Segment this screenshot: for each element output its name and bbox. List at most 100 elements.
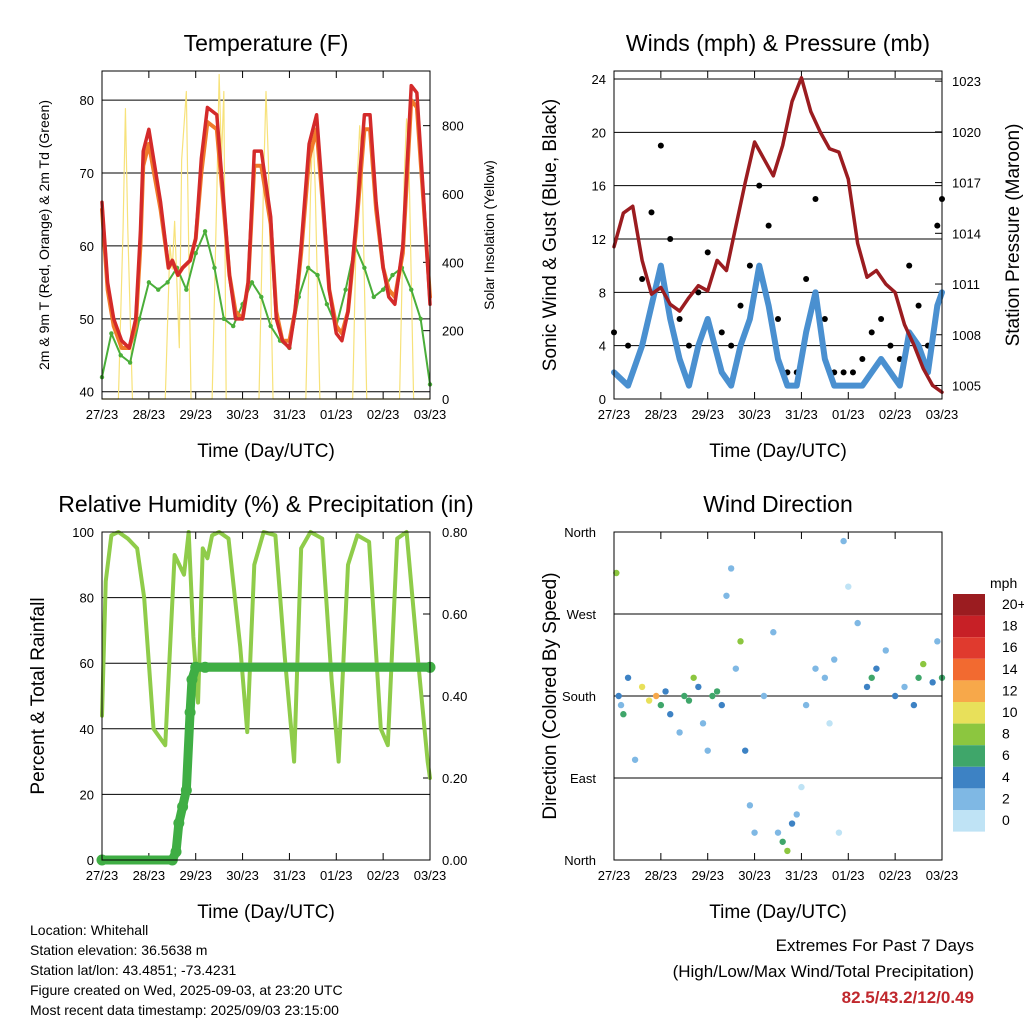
station-latlon: Station lat/lon: 43.4851; -73.4231 xyxy=(30,962,237,978)
direction-point xyxy=(652,692,660,700)
dewpoint-point xyxy=(249,280,255,285)
legend-label: 8 xyxy=(1002,726,1010,742)
y-tick-label: 60 xyxy=(80,656,94,671)
station-info: Location: Whitehall Station elevation: 3… xyxy=(30,920,343,1020)
gust-point xyxy=(639,276,646,282)
x-tick-label: 28/23 xyxy=(133,407,166,422)
legend-label: 18 xyxy=(1002,618,1018,634)
x-tick-label: 29/23 xyxy=(179,407,212,422)
direction-point xyxy=(638,683,646,691)
legend-swatch xyxy=(953,615,985,638)
x-tick-label: 02/23 xyxy=(367,868,400,883)
direction-point xyxy=(746,802,754,809)
y2-tick-label: 0.80 xyxy=(442,525,467,540)
x-tick-label: 01/23 xyxy=(832,868,865,883)
direction-point xyxy=(863,683,871,691)
figure-created: Figure created on Wed, 2025-09-03, at 23… xyxy=(30,982,343,998)
dewpoint-point xyxy=(343,287,348,292)
dewpoint-point xyxy=(371,294,376,300)
series-sonic-wind xyxy=(611,262,945,389)
direction-point xyxy=(615,692,622,700)
y-tick-label: North xyxy=(564,853,596,868)
x-tick-label: 03/23 xyxy=(926,868,959,883)
extremes-values: 82.5/43.2/12/0.49 xyxy=(841,988,974,1007)
dewpoint-point xyxy=(109,331,114,336)
dewpoint-point xyxy=(315,272,320,278)
y2-tick-label: 800 xyxy=(442,119,464,134)
x-tick-label: 28/23 xyxy=(133,868,166,883)
legend-swatch xyxy=(953,745,985,767)
y2-tick-label: 600 xyxy=(442,187,464,202)
plot-frame xyxy=(101,531,431,861)
y2-tick-label: 0.60 xyxy=(442,607,467,622)
direction-point xyxy=(699,720,707,727)
dewpoint-point xyxy=(118,353,123,358)
x-tick-label: 01/23 xyxy=(320,407,353,422)
direction-point xyxy=(732,665,740,672)
y-tick-label: 100 xyxy=(72,525,94,540)
series-2m-temp xyxy=(100,83,432,350)
y-tick-label: 40 xyxy=(80,385,94,400)
gust-point xyxy=(737,302,744,309)
legend-label: 0 xyxy=(1002,812,1010,828)
y2-tick-label: 400 xyxy=(442,255,464,270)
y2-tick-label: 1014 xyxy=(952,226,981,241)
dewpoint-point xyxy=(409,287,414,292)
x-axis-label: Time (Day/UTC) xyxy=(197,902,335,923)
dewpoint-point xyxy=(231,323,236,329)
rainfall-point xyxy=(184,706,196,718)
gust-point xyxy=(648,209,655,216)
chart-title: Relative Humidity (%) & Precipitation (i… xyxy=(58,491,473,517)
y-tick-label: 20 xyxy=(592,125,606,140)
y-tick-label: 12 xyxy=(592,232,606,247)
x-tick-label: 02/23 xyxy=(367,407,400,422)
direction-point xyxy=(657,701,665,709)
recent-timestamp: Most recent data timestamp: 2025/09/03 2… xyxy=(30,1002,339,1018)
gust-point xyxy=(934,222,941,229)
rainfall-point xyxy=(173,817,185,829)
direction-point xyxy=(662,688,669,695)
gust-point xyxy=(775,316,781,322)
direction-point xyxy=(868,674,875,681)
direction-point xyxy=(704,747,711,754)
gust-point xyxy=(840,369,847,376)
gust-point xyxy=(746,262,753,269)
gust-point xyxy=(887,342,894,349)
legend-label: 6 xyxy=(1002,747,1010,763)
direction-point xyxy=(802,701,810,709)
x-tick-label: 27/23 xyxy=(598,407,631,422)
x-tick-label: 03/23 xyxy=(926,407,959,422)
dewpoint-point xyxy=(165,280,170,285)
direction-point xyxy=(718,701,725,709)
y-tick-label: 4 xyxy=(599,339,606,354)
extremes-summary: Extremes For Past 7 Days (High/Low/Max W… xyxy=(673,933,974,1011)
dewpoint-point xyxy=(305,265,311,270)
y-tick-label: 8 xyxy=(599,285,606,300)
dewpoint-point xyxy=(362,265,367,270)
y-tick-label: 50 xyxy=(80,312,94,327)
gust-point xyxy=(676,316,683,322)
direction-point xyxy=(681,692,688,700)
direction-point xyxy=(709,692,716,700)
dewpoint-point xyxy=(156,287,161,292)
legend-label: 10 xyxy=(1002,704,1018,720)
legend-swatch xyxy=(953,788,985,810)
gust-point xyxy=(625,342,632,349)
x-axis-label: Time (Day/UTC) xyxy=(197,441,335,462)
gust-point xyxy=(756,182,763,189)
x-tick-label: 31/23 xyxy=(273,868,306,883)
legend-label: 4 xyxy=(1002,769,1010,785)
direction-point xyxy=(620,711,627,718)
legend-title: mph xyxy=(990,575,1017,591)
direction-point xyxy=(835,829,843,836)
dewpoint-point xyxy=(221,316,227,322)
direction-point xyxy=(798,783,805,791)
direction-point xyxy=(617,701,625,709)
y2-tick-label: 200 xyxy=(442,324,464,339)
y2-axis-label: Station Pressure (Maroon) xyxy=(1003,124,1024,347)
y-tick-label: 60 xyxy=(80,239,94,254)
y-tick-label: 40 xyxy=(80,722,94,737)
direction-point xyxy=(779,838,786,845)
x-tick-label: 27/23 xyxy=(86,868,119,883)
y-tick-label: 80 xyxy=(80,93,94,108)
